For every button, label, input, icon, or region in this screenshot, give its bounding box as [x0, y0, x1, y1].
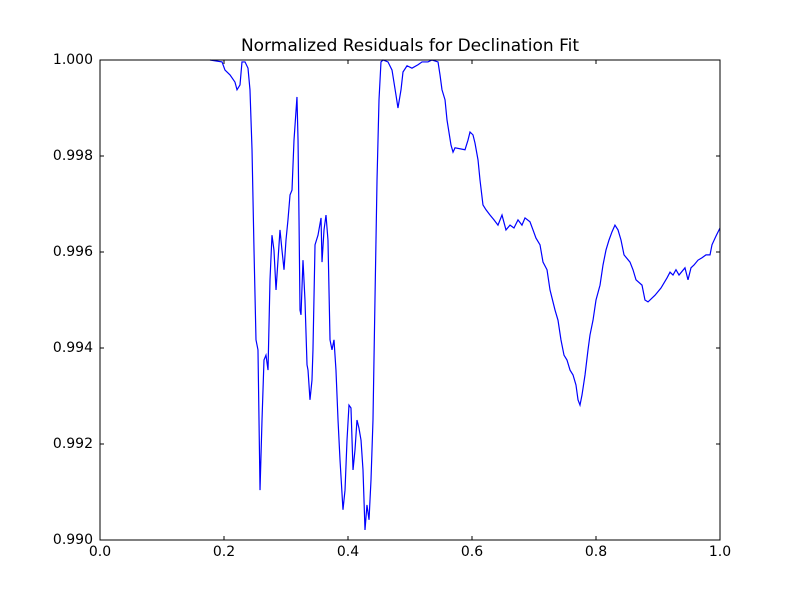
x-tick-label: 1.0 [709, 544, 731, 560]
x-tick-label: 0.4 [337, 544, 359, 560]
y-tick-label: 1.000 [53, 52, 93, 68]
y-tick-label: 0.998 [53, 148, 93, 164]
data-line [209, 59, 721, 530]
y-tick-label: 0.990 [53, 532, 93, 548]
y-tick-label: 0.992 [53, 436, 93, 452]
x-tick-label: 0.8 [585, 544, 607, 560]
x-tick-label: 0.2 [213, 544, 235, 560]
y-tick-label: 0.994 [53, 340, 93, 356]
chart-title: Normalized Residuals for Declination Fit [241, 36, 579, 56]
x-tick-label: 0.6 [461, 544, 483, 560]
plot-frame [99, 59, 721, 541]
y-tick-label: 0.996 [53, 244, 93, 260]
x-tick-label: 0.0 [89, 544, 111, 560]
